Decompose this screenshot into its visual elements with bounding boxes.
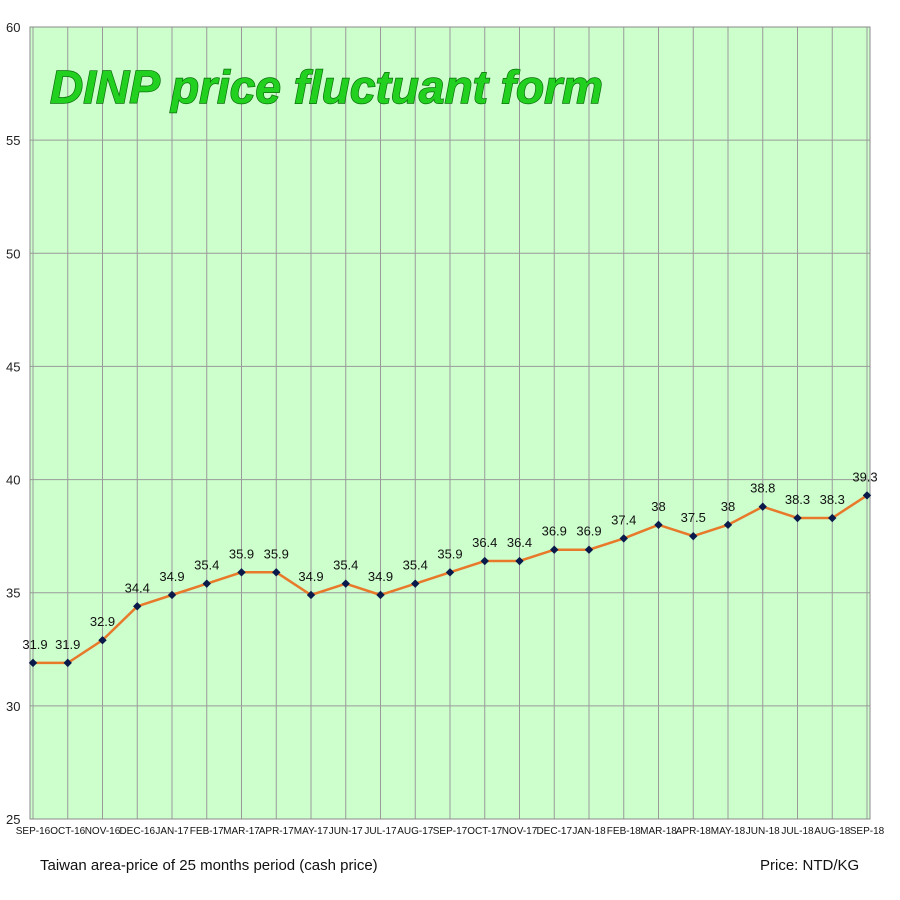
data-point-marker (654, 520, 663, 530)
data-point-marker (63, 658, 72, 668)
x-tick-label: NOV-16 (85, 826, 121, 837)
x-tick-label: JUN-18 (746, 826, 780, 837)
data-label: 35.9 (264, 546, 289, 561)
data-label: 39.3 (852, 469, 877, 484)
data-point-marker (133, 602, 142, 611)
data-label: 38.3 (785, 492, 810, 507)
x-tick-label: MAR-17 (223, 826, 260, 837)
data-label: 38.3 (820, 492, 845, 507)
data-label: 36.4 (472, 535, 497, 550)
data-point-marker (515, 556, 524, 566)
data-point-marker (445, 568, 455, 577)
data-label: 35.9 (229, 546, 254, 561)
data-point-marker (723, 520, 733, 530)
data-point-marker (98, 636, 107, 645)
data-point-marker (167, 590, 177, 600)
data-label: 37.4 (611, 512, 636, 527)
data-label: 34.4 (125, 580, 150, 595)
data-label: 37.5 (681, 510, 706, 525)
footer-unit-note: Price: NTD/KG (760, 857, 860, 874)
x-tick-label: FEB-17 (190, 826, 224, 837)
x-tick-label: JUL-17 (364, 826, 397, 837)
x-tick-label: AUG-18 (814, 826, 851, 837)
data-point-marker (619, 534, 628, 543)
data-label: 34.9 (159, 569, 184, 584)
data-markers (28, 491, 872, 668)
data-point-marker (272, 568, 281, 577)
y-tick-label: 30 (6, 699, 20, 714)
x-tick-label: DEC-17 (536, 826, 572, 837)
data-label: 31.9 (22, 637, 47, 652)
x-tick-label: FEB-18 (607, 826, 641, 837)
data-labels: 31.9 31.9 32.9 34.4 34.9 35.4 35.9 35.9 34.9 35.4… (22, 469, 877, 651)
data-label: 35.9 (437, 546, 462, 561)
grid-lines (30, 26, 870, 820)
data-label: 35.4 (194, 558, 219, 573)
x-tick-label: MAY-18 (711, 826, 746, 837)
data-point-marker (862, 491, 872, 500)
data-point-marker (758, 502, 767, 511)
y-tick-label: 25 (6, 812, 20, 827)
y-tick-label: 60 (6, 20, 20, 35)
data-point-marker (376, 590, 385, 600)
x-tick-label: JAN-18 (572, 826, 606, 837)
data-label: 38 (721, 499, 735, 514)
y-tick-label: 50 (6, 246, 20, 261)
data-point-marker (237, 568, 246, 577)
data-label: 35.4 (333, 558, 358, 573)
plot-border (29, 26, 871, 820)
chart-title: DINP price fluctuant form (50, 61, 603, 113)
x-tick-label: APR-17 (259, 826, 294, 837)
y-tick-label: 35 (6, 586, 20, 601)
data-point-marker (341, 579, 350, 588)
x-tick-label: OCT-16 (50, 826, 85, 837)
x-tick-label: SEP-17 (433, 826, 468, 837)
data-label: 31.9 (55, 637, 80, 652)
data-point-marker (584, 545, 594, 554)
data-label: 36.4 (507, 535, 532, 550)
data-label: 34.9 (368, 569, 393, 584)
x-tick-label: DEC-16 (119, 826, 155, 837)
data-point-marker (550, 545, 559, 554)
data-label: 36.9 (576, 524, 601, 539)
data-point-marker (793, 513, 802, 523)
data-point-marker (202, 579, 211, 588)
x-tick-label: OCT-17 (467, 826, 502, 837)
data-point-marker (828, 513, 837, 523)
footer-period-note: Taiwan area-price of 25 months period (c… (40, 857, 378, 874)
data-label: 38 (651, 499, 665, 514)
x-tick-label: APR-18 (676, 826, 711, 837)
x-tick-label: NOV-17 (502, 826, 538, 837)
data-point-marker (411, 579, 420, 588)
x-tick-label: JUN-17 (329, 826, 363, 837)
y-tick-label: 55 (6, 133, 20, 148)
data-label: 38.8 (750, 481, 775, 496)
data-label: 34.9 (298, 569, 323, 584)
data-point-marker (28, 658, 38, 668)
x-tick-label: SEP-16 (16, 826, 51, 837)
x-tick-label: MAY-17 (294, 826, 329, 837)
data-point-marker (480, 556, 489, 566)
data-label: 32.9 (90, 614, 115, 629)
data-label: 35.4 (403, 558, 428, 573)
data-point-marker (306, 590, 316, 600)
x-tick-label: AUG-17 (397, 826, 434, 837)
y-tick-label: 40 (6, 473, 20, 488)
x-tick-label: JUL-18 (781, 826, 814, 837)
x-tick-label: JAN-17 (155, 826, 189, 837)
data-label: 36.9 (542, 524, 567, 539)
x-tick-label: MAR-18 (640, 826, 677, 837)
x-axis-ticks: SEP-16 OCT-16 NOV-16 DEC-16 JAN-17 FEB-17 MAR-… (16, 826, 885, 837)
y-tick-label: 45 (6, 359, 20, 374)
data-point-marker (689, 531, 698, 541)
y-axis-ticks: 25 30 35 40 45 50 55 60 (6, 20, 20, 827)
x-tick-label: SEP-18 (850, 826, 885, 837)
